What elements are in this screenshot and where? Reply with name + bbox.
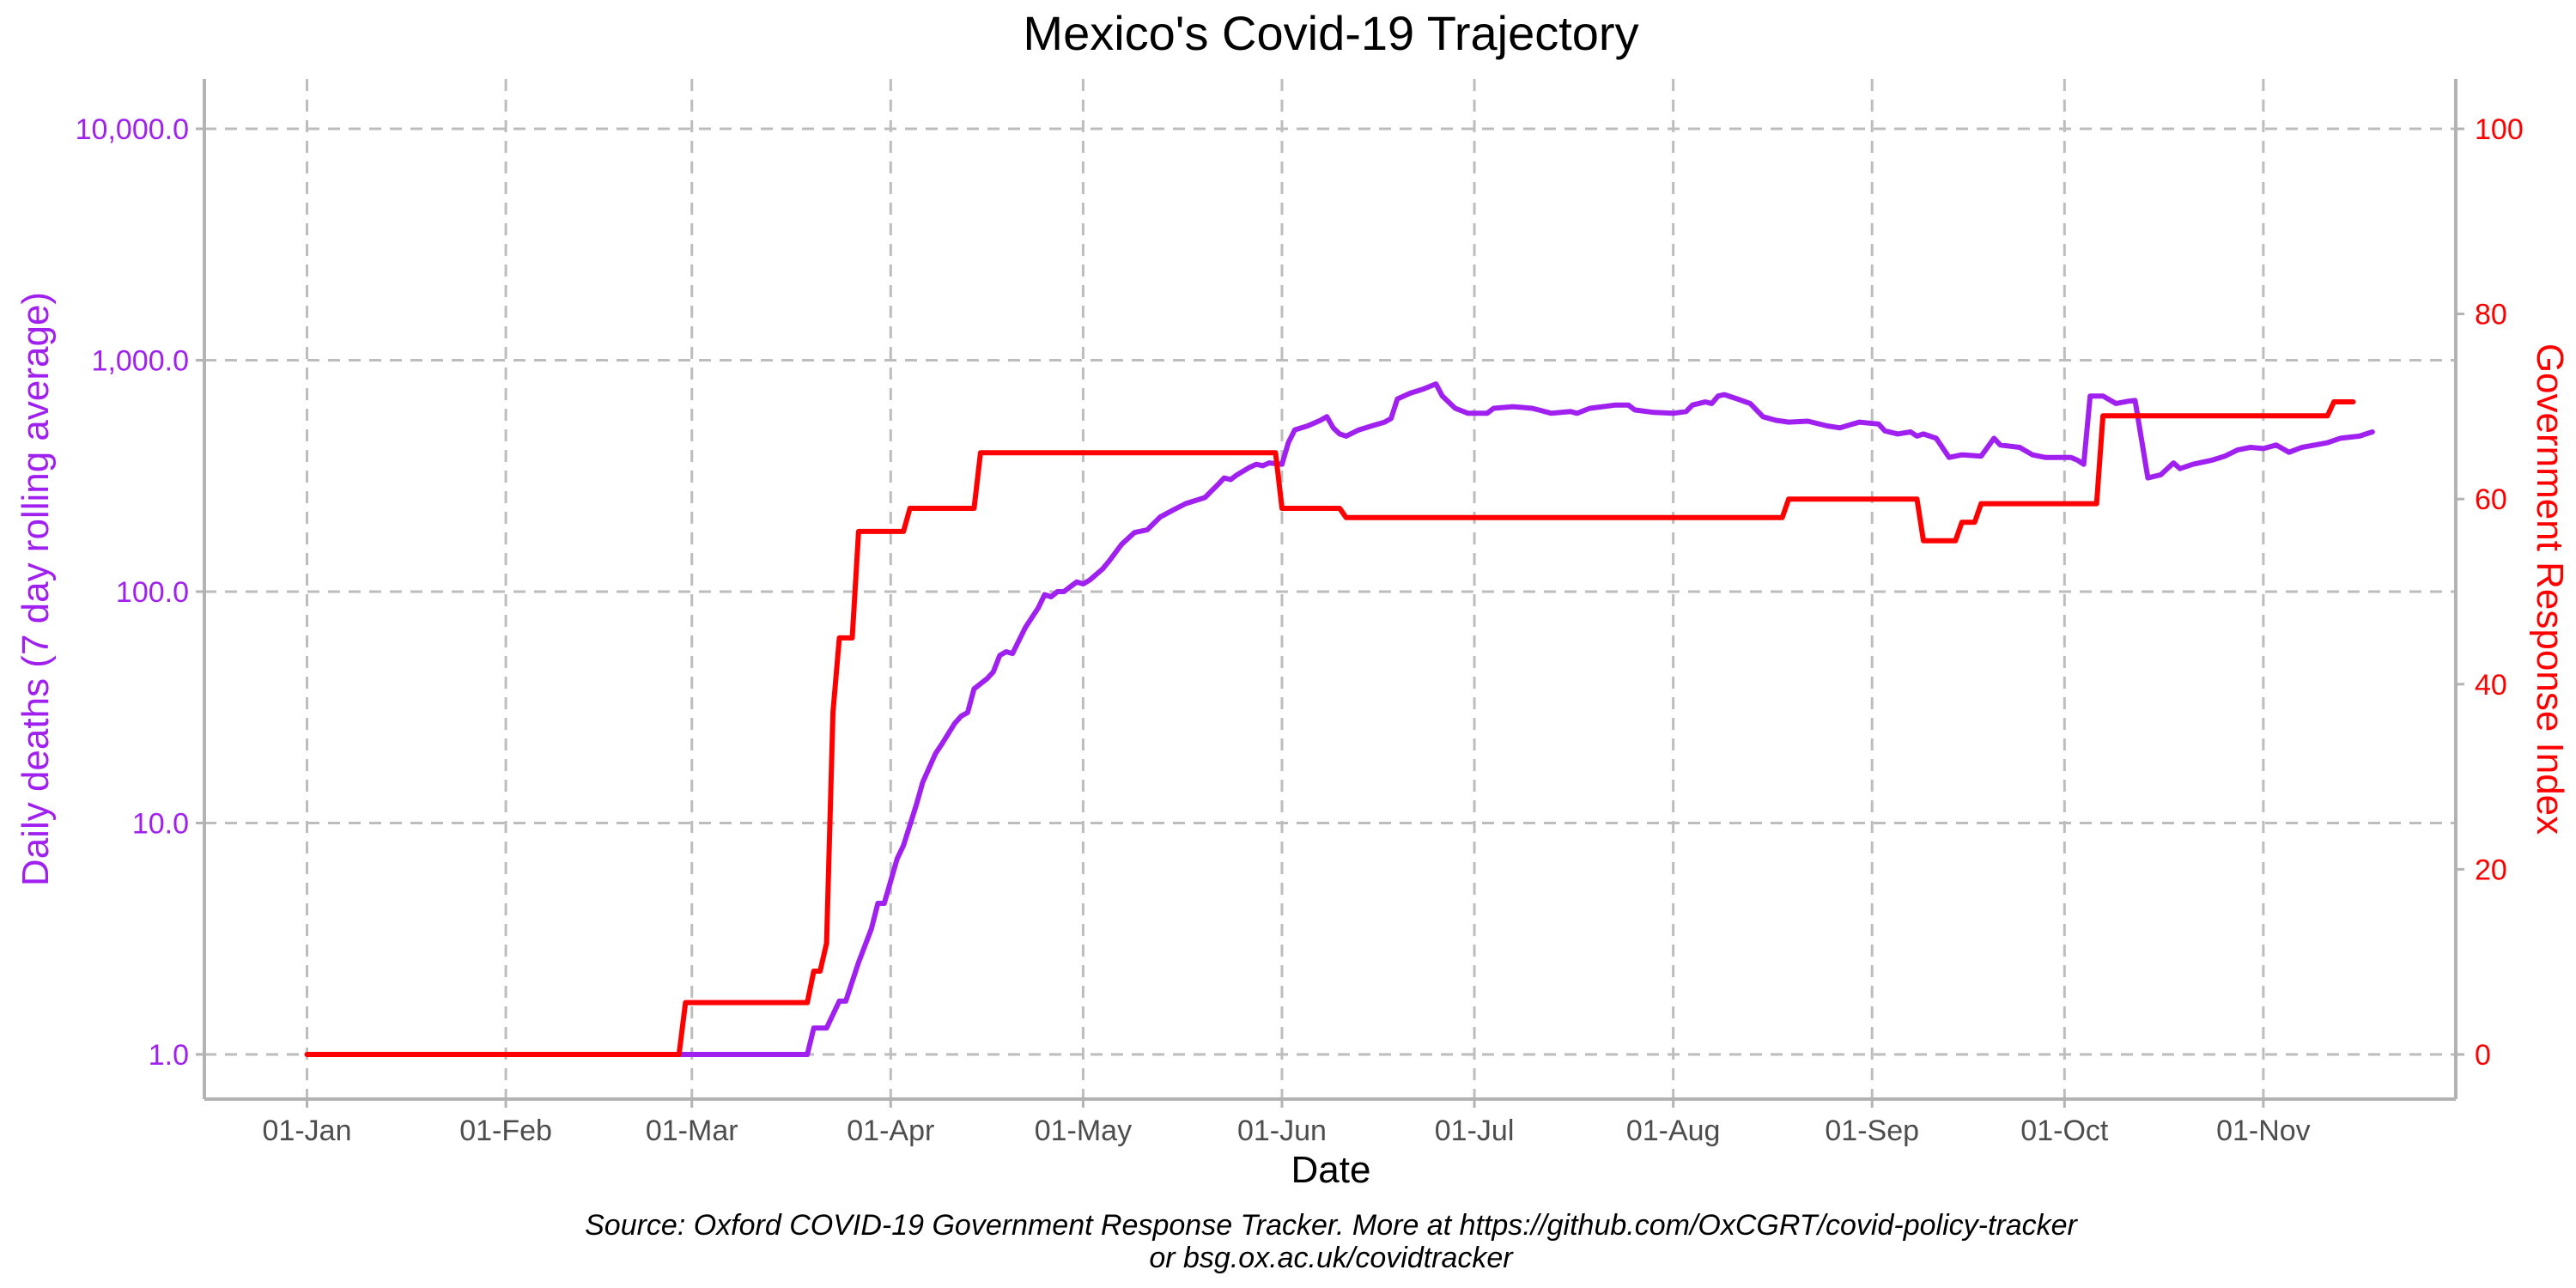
right-tick-label: 100: [2475, 113, 2524, 146]
x-tick-label: 01-Aug: [1626, 1115, 1721, 1147]
right-axis-title: Government Response Index: [2529, 343, 2571, 835]
x-tick-label: 01-Jun: [1237, 1115, 1327, 1147]
x-axis-title: Date: [1291, 1149, 1371, 1191]
grid-layer: [204, 79, 2456, 1099]
x-tick-label: 01-Apr: [847, 1115, 934, 1147]
ticks-layer: 01-Jan 01-Feb 01-Mar 01-Apr 01-May 01-Jun 01-J…: [76, 113, 2524, 1147]
chart-title: Mexico's Covid-19 Trajectory: [1023, 6, 1638, 60]
caption-line-1: Source: Oxford COVID-19 Government Respo…: [585, 1209, 2078, 1242]
series-layer: [304, 381, 2375, 1057]
x-tick-label: 01-May: [1035, 1115, 1132, 1147]
left-tick-label: 100.0: [116, 576, 189, 609]
left-tick-label: 10.0: [132, 808, 189, 841]
daily-deaths-line: [676, 381, 2375, 1057]
left-tick-label: 1.0: [149, 1039, 189, 1072]
x-tick-label: 01-Oct: [2020, 1115, 2109, 1147]
right-tick-label: 60: [2475, 483, 2507, 516]
axes-layer: [203, 79, 2458, 1101]
left-axis-title: Daily deaths (7 day rolling average): [15, 292, 57, 886]
government-response-index-line: [304, 399, 2356, 1057]
x-tick-label: 01-Jul: [1435, 1115, 1515, 1147]
x-tick-label: 01-Sep: [1825, 1115, 1919, 1147]
x-tick-label: 01-Nov: [2216, 1115, 2311, 1147]
right-tick-label: 20: [2475, 854, 2507, 886]
left-tick-label: 10,000.0: [76, 113, 189, 146]
x-tick-label: 01-Jan: [263, 1115, 352, 1147]
caption-line-2: or bsg.ox.ac.uk/covidtracker: [1149, 1242, 1514, 1274]
right-tick-label: 80: [2475, 299, 2507, 331]
right-tick-label: 40: [2475, 669, 2507, 702]
x-tick-label: 01-Feb: [459, 1115, 552, 1147]
right-tick-label: 0: [2475, 1039, 2491, 1072]
x-tick-label: 01-Mar: [646, 1115, 738, 1147]
left-tick-label: 1,000.0: [92, 345, 189, 378]
